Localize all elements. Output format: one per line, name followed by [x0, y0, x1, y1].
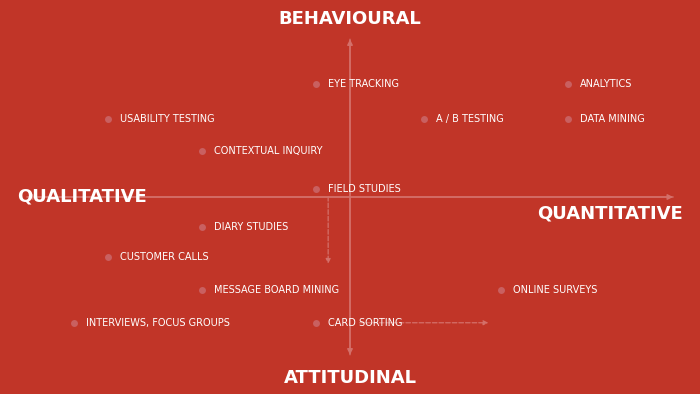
Text: FIELD STUDIES: FIELD STUDIES: [328, 184, 401, 194]
Text: EYE TRACKING: EYE TRACKING: [328, 80, 399, 89]
Text: DATA MINING: DATA MINING: [580, 114, 645, 124]
Text: QUALITATIVE: QUALITATIVE: [18, 188, 147, 206]
Text: A / B TESTING: A / B TESTING: [435, 114, 503, 124]
Text: CUSTOMER CALLS: CUSTOMER CALLS: [120, 252, 209, 262]
Text: MESSAGE BOARD MINING: MESSAGE BOARD MINING: [214, 285, 339, 295]
Text: BEHAVIOURAL: BEHAVIOURAL: [279, 10, 421, 28]
Text: ONLINE SURVEYS: ONLINE SURVEYS: [513, 285, 597, 295]
Text: ANALYTICS: ANALYTICS: [580, 80, 633, 89]
Text: INTERVIEWS, FOCUS GROUPS: INTERVIEWS, FOCUS GROUPS: [86, 318, 230, 328]
Text: CONTEXTUAL INQUIRY: CONTEXTUAL INQUIRY: [214, 146, 323, 156]
Text: DIARY STUDIES: DIARY STUDIES: [214, 222, 288, 232]
Text: CARD SORTING: CARD SORTING: [328, 318, 402, 328]
Text: QUANTITATIVE: QUANTITATIVE: [537, 204, 682, 223]
Text: ATTITUDINAL: ATTITUDINAL: [284, 369, 416, 387]
Text: USABILITY TESTING: USABILITY TESTING: [120, 114, 214, 124]
